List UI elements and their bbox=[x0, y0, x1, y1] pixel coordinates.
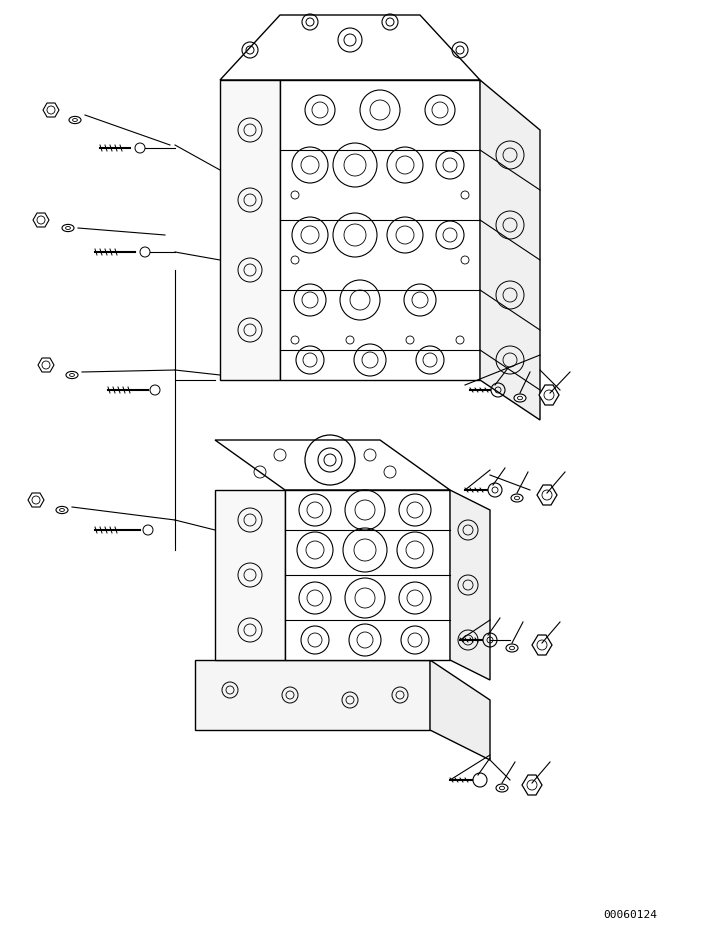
Polygon shape bbox=[522, 775, 542, 795]
Polygon shape bbox=[220, 80, 280, 380]
Polygon shape bbox=[215, 440, 450, 490]
Polygon shape bbox=[532, 635, 552, 655]
Polygon shape bbox=[28, 493, 44, 507]
Polygon shape bbox=[215, 490, 285, 660]
Ellipse shape bbox=[69, 117, 81, 123]
Text: 00060124: 00060124 bbox=[603, 910, 657, 920]
Polygon shape bbox=[480, 80, 540, 420]
Ellipse shape bbox=[506, 644, 518, 652]
Polygon shape bbox=[280, 80, 480, 380]
Ellipse shape bbox=[511, 494, 523, 502]
Polygon shape bbox=[43, 103, 59, 117]
Polygon shape bbox=[33, 213, 49, 227]
Polygon shape bbox=[285, 490, 450, 660]
Polygon shape bbox=[430, 660, 490, 760]
Polygon shape bbox=[539, 385, 559, 405]
Ellipse shape bbox=[56, 507, 68, 513]
Polygon shape bbox=[195, 660, 430, 730]
Ellipse shape bbox=[66, 371, 78, 379]
Polygon shape bbox=[450, 490, 490, 680]
Polygon shape bbox=[220, 15, 480, 80]
Ellipse shape bbox=[62, 225, 74, 231]
Polygon shape bbox=[537, 485, 557, 505]
Ellipse shape bbox=[496, 784, 508, 792]
Ellipse shape bbox=[514, 394, 526, 402]
Polygon shape bbox=[38, 358, 54, 372]
